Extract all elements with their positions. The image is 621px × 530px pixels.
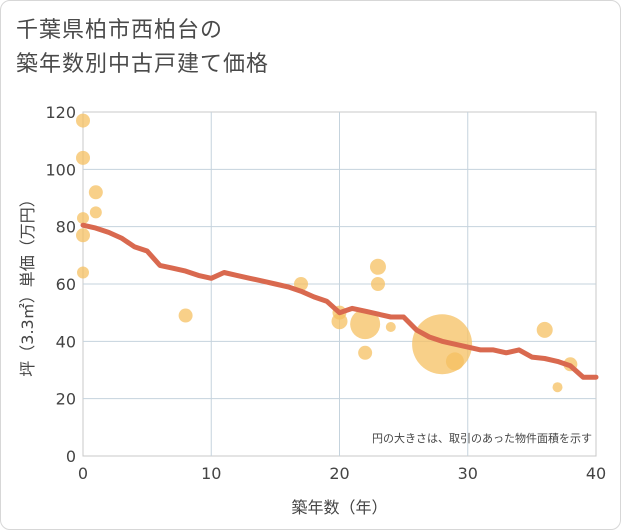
grid-lines xyxy=(83,112,596,456)
bubble-7 xyxy=(178,308,193,323)
bubble-3 xyxy=(76,228,90,243)
bubble-17 xyxy=(445,352,464,371)
x-tick-10: 10 xyxy=(201,464,221,483)
bubble-1 xyxy=(76,150,90,165)
y-tick-0: 0 xyxy=(66,447,76,466)
bubble-14 xyxy=(370,277,385,291)
y-tick-120: 120 xyxy=(45,103,76,122)
bubble-10 xyxy=(331,313,348,330)
chart-title-line-1: 千葉県柏市西柏台の xyxy=(16,18,224,43)
bubble-19 xyxy=(552,382,563,393)
y-tick-labels: 0 20 40 60 80 100 120 xyxy=(45,103,76,466)
y-tick-100: 100 xyxy=(45,160,76,179)
x-tick-40: 40 xyxy=(586,464,606,483)
bubble-11 xyxy=(350,309,381,340)
y-tick-40: 40 xyxy=(56,332,76,351)
bubble-6 xyxy=(89,206,102,219)
bubble-5 xyxy=(88,185,103,200)
bubble-15 xyxy=(385,322,396,332)
chart-title-line-2: 築年数別中古戸建て価格 xyxy=(16,52,270,77)
y-tick-80: 80 xyxy=(56,218,76,237)
bubble-4 xyxy=(77,266,89,279)
y-axis-label: 坪（3.3㎡）単価（万円） xyxy=(18,191,37,376)
y-tick-60: 60 xyxy=(56,275,76,294)
bubble-13 xyxy=(369,258,386,275)
bubble-12 xyxy=(358,345,373,360)
x-tick-labels: 0 10 20 30 40 xyxy=(78,464,606,483)
y-tick-20: 20 xyxy=(56,390,76,409)
x-axis-label: 築年数（年） xyxy=(291,498,387,517)
x-tick-20: 20 xyxy=(329,464,349,483)
size-note: 円の大きさは、取引のあった物件面積を示す xyxy=(372,431,592,445)
trend-line xyxy=(80,222,599,380)
x-tick-30: 30 xyxy=(458,464,478,483)
bubble-2 xyxy=(77,212,89,225)
bubble-0 xyxy=(76,113,90,128)
chart-title: 千葉県柏市西柏台の 築年数別中古戸建て価格 xyxy=(16,14,269,82)
bubble-18 xyxy=(536,321,553,338)
x-tick-0: 0 xyxy=(78,464,88,483)
